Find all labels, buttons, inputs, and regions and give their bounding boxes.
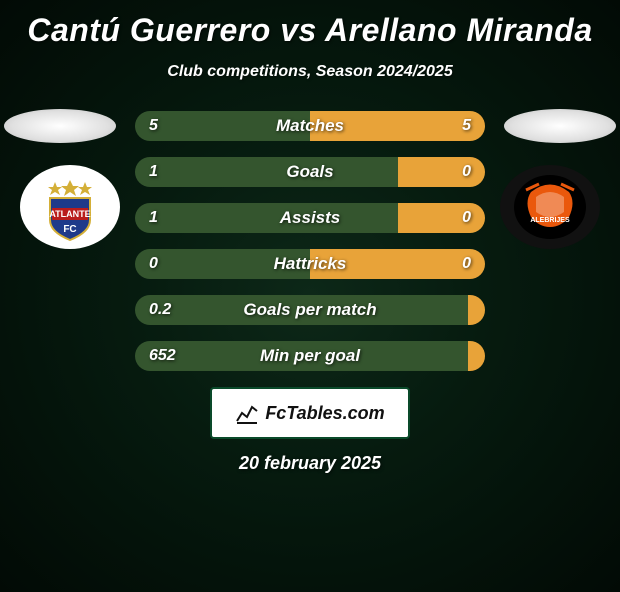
- page-title: Cantú Guerrero vs Arellano Miranda: [0, 12, 620, 49]
- bar-right: [468, 295, 486, 325]
- stat-value-right: 0: [462, 255, 471, 273]
- stat-label: Min per goal: [260, 346, 360, 366]
- club-logo-right: ALEBRIJES: [500, 165, 600, 249]
- player-oval-left: [4, 109, 116, 143]
- stat-value-left: 1: [149, 209, 158, 227]
- subtitle: Club competitions, Season 2024/2025: [0, 63, 620, 81]
- stat-value-left: 0: [149, 255, 158, 273]
- stat-row-hattricks: Hattricks 0 0: [135, 249, 485, 279]
- svg-text:ATLANTE: ATLANTE: [49, 209, 90, 219]
- stat-row-goals-per-match: Goals per match 0.2: [135, 295, 485, 325]
- atlante-badge-icon: ATLANTE FC: [35, 172, 105, 242]
- stat-label: Matches: [276, 116, 344, 136]
- stat-label: Hattricks: [274, 254, 347, 274]
- branding-badge: FcTables.com: [210, 387, 410, 439]
- stat-value-left: 0.2: [149, 301, 171, 319]
- stat-row-goals: Goals 1 0: [135, 157, 485, 187]
- stat-row-assists: Assists 1 0: [135, 203, 485, 233]
- stat-label: Assists: [280, 208, 340, 228]
- stats-area: ATLANTE FC ALEBRIJES Matches55Goals10Ass…: [0, 111, 620, 371]
- stat-value-right: 0: [462, 163, 471, 181]
- stat-label: Goals per match: [243, 300, 376, 320]
- bar-right: [468, 341, 486, 371]
- stat-value-left: 5: [149, 117, 158, 135]
- player-oval-right: [504, 109, 616, 143]
- stat-row-min-per-goal: Min per goal 652: [135, 341, 485, 371]
- chart-icon: [235, 401, 259, 425]
- bar-right: [398, 203, 486, 233]
- bar-left: [135, 157, 398, 187]
- stat-value-left: 652: [149, 347, 176, 365]
- alebrijes-badge-icon: ALEBRIJES: [511, 172, 589, 242]
- stat-label: Goals: [286, 162, 333, 182]
- bar-left: [135, 203, 398, 233]
- bar-right: [398, 157, 486, 187]
- svg-text:ALEBRIJES: ALEBRIJES: [530, 217, 570, 224]
- branding-text: FcTables.com: [265, 403, 384, 424]
- stat-value-left: 1: [149, 163, 158, 181]
- stat-value-right: 0: [462, 209, 471, 227]
- club-logo-left: ATLANTE FC: [20, 165, 120, 249]
- stat-row-matches: Matches 5 5: [135, 111, 485, 141]
- stat-value-right: 5: [462, 117, 471, 135]
- svg-text:FC: FC: [63, 224, 76, 235]
- date-text: 20 february 2025: [0, 453, 620, 474]
